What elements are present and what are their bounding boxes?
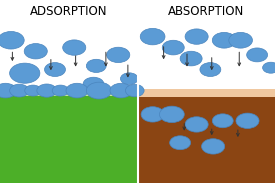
Circle shape <box>229 32 252 48</box>
Circle shape <box>0 31 24 49</box>
Circle shape <box>170 136 191 150</box>
Circle shape <box>247 48 268 62</box>
Bar <box>0 90 138 96</box>
Circle shape <box>66 83 88 98</box>
Circle shape <box>140 28 165 45</box>
Circle shape <box>83 77 104 91</box>
Circle shape <box>25 85 41 96</box>
Text: ADSORPTION: ADSORPTION <box>30 5 108 18</box>
Bar <box>0 92 138 183</box>
Circle shape <box>162 40 184 55</box>
Circle shape <box>10 84 29 97</box>
Circle shape <box>141 107 164 122</box>
Circle shape <box>120 73 138 85</box>
Circle shape <box>185 117 208 132</box>
Circle shape <box>212 114 233 128</box>
Circle shape <box>24 44 47 59</box>
Circle shape <box>0 83 16 98</box>
Circle shape <box>160 106 184 123</box>
Circle shape <box>107 47 130 63</box>
Circle shape <box>86 82 112 99</box>
Circle shape <box>110 83 132 98</box>
Circle shape <box>125 84 144 97</box>
Circle shape <box>86 59 106 72</box>
Text: ABSORPTION: ABSORPTION <box>168 5 245 18</box>
Circle shape <box>45 63 65 76</box>
Circle shape <box>200 63 221 76</box>
Circle shape <box>180 51 202 66</box>
Bar <box>138 92 275 183</box>
Circle shape <box>52 85 69 96</box>
Circle shape <box>212 32 236 48</box>
Bar <box>138 89 275 97</box>
Circle shape <box>63 40 86 55</box>
Circle shape <box>10 63 40 83</box>
Circle shape <box>236 113 259 128</box>
Circle shape <box>185 29 208 44</box>
Circle shape <box>202 139 225 154</box>
Circle shape <box>37 84 57 97</box>
Circle shape <box>263 62 275 73</box>
